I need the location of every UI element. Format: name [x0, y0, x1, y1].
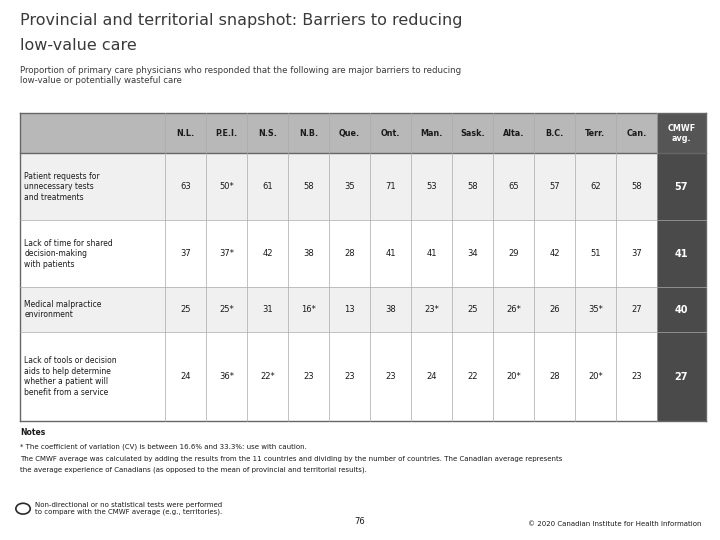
Text: 37: 37	[631, 249, 642, 258]
Text: 28: 28	[549, 372, 559, 381]
Text: 25: 25	[467, 305, 477, 314]
Text: 23: 23	[631, 372, 642, 381]
Text: * The coefficient of variation (CV) is between 16.6% and 33.3%: use with caution: * The coefficient of variation (CV) is b…	[20, 444, 307, 450]
Text: P.E.I.: P.E.I.	[215, 129, 238, 138]
Text: 35*: 35*	[588, 305, 603, 314]
Text: Sask.: Sask.	[460, 129, 485, 138]
Text: 42: 42	[549, 249, 559, 258]
Text: 58: 58	[467, 183, 478, 191]
Text: 26*: 26*	[506, 305, 521, 314]
Text: Terr.: Terr.	[585, 129, 606, 138]
Text: 25: 25	[180, 305, 191, 314]
Text: 58: 58	[303, 183, 314, 191]
Text: Provincial and territorial snapshot: Barriers to reducing: Provincial and territorial snapshot: Bar…	[20, 14, 463, 29]
Text: 35: 35	[344, 183, 355, 191]
Text: Man.: Man.	[420, 129, 443, 138]
Text: 36*: 36*	[219, 372, 234, 381]
Text: 38: 38	[385, 305, 396, 314]
Text: © 2020 Canadian Institute for Health Information: © 2020 Canadian Institute for Health Inf…	[528, 521, 702, 526]
Text: 23: 23	[344, 372, 355, 381]
Text: the average experience of Canadians (as opposed to the mean of provincial and te: the average experience of Canadians (as …	[20, 467, 367, 473]
Text: Non-directional or no statistical tests were performed
to compare with the CMWF : Non-directional or no statistical tests …	[35, 502, 222, 515]
Text: 26: 26	[549, 305, 559, 314]
Text: N.L.: N.L.	[176, 129, 194, 138]
Text: 27: 27	[631, 305, 642, 314]
Text: 37: 37	[180, 249, 191, 258]
Text: 38: 38	[303, 249, 314, 258]
Text: 28: 28	[344, 249, 355, 258]
Text: 25*: 25*	[219, 305, 234, 314]
Text: CMWF
avg.: CMWF avg.	[667, 124, 696, 143]
Text: 76: 76	[355, 517, 365, 526]
Text: 22: 22	[467, 372, 477, 381]
Text: Patient requests for
unnecessary tests
and treatments: Patient requests for unnecessary tests a…	[24, 172, 100, 202]
Text: 37*: 37*	[219, 249, 234, 258]
Text: 58: 58	[631, 183, 642, 191]
Text: 34: 34	[467, 249, 478, 258]
Text: Ont.: Ont.	[381, 129, 400, 138]
Text: 31: 31	[262, 305, 273, 314]
Text: Lack of time for shared
decision-making
with patients: Lack of time for shared decision-making …	[24, 239, 113, 269]
Text: 16*: 16*	[301, 305, 316, 314]
Text: 63: 63	[180, 183, 191, 191]
Text: Alta.: Alta.	[503, 129, 524, 138]
Text: Can.: Can.	[626, 129, 647, 138]
Text: 20*: 20*	[588, 372, 603, 381]
Text: Que.: Que.	[339, 129, 360, 138]
Text: 27: 27	[675, 372, 688, 382]
Text: 41: 41	[426, 249, 436, 258]
Text: Proportion of primary care physicians who responded that the following are major: Proportion of primary care physicians wh…	[20, 66, 462, 85]
Text: 41: 41	[385, 249, 396, 258]
Text: 65: 65	[508, 183, 518, 191]
Text: N.B.: N.B.	[299, 129, 318, 138]
Text: 13: 13	[344, 305, 355, 314]
Text: 24: 24	[180, 372, 191, 381]
Text: 71: 71	[385, 183, 396, 191]
Text: 41: 41	[675, 249, 688, 259]
Text: 50*: 50*	[219, 183, 234, 191]
Text: 61: 61	[262, 183, 273, 191]
Text: 22*: 22*	[260, 372, 275, 381]
Text: 57: 57	[549, 183, 559, 191]
Text: 24: 24	[426, 372, 436, 381]
Text: 23: 23	[385, 372, 396, 381]
Text: N.S.: N.S.	[258, 129, 277, 138]
Text: 20*: 20*	[506, 372, 521, 381]
Text: 40: 40	[675, 305, 688, 315]
Text: 62: 62	[590, 183, 600, 191]
Text: Lack of tools or decision
aids to help determine
whether a patient will
benefit : Lack of tools or decision aids to help d…	[24, 356, 117, 397]
Text: 51: 51	[590, 249, 600, 258]
Text: low-value care: low-value care	[20, 38, 137, 53]
Text: Notes: Notes	[20, 428, 45, 437]
Text: 42: 42	[262, 249, 273, 258]
Text: 23*: 23*	[424, 305, 439, 314]
Text: The CMWF average was calculated by adding the results from the 11 countries and : The CMWF average was calculated by addin…	[20, 456, 562, 462]
Text: 53: 53	[426, 183, 437, 191]
Text: 29: 29	[508, 249, 518, 258]
Text: 57: 57	[675, 182, 688, 192]
Text: B.C.: B.C.	[545, 129, 564, 138]
Text: Medical malpractice
environment: Medical malpractice environment	[24, 300, 102, 319]
Text: 23: 23	[303, 372, 314, 381]
